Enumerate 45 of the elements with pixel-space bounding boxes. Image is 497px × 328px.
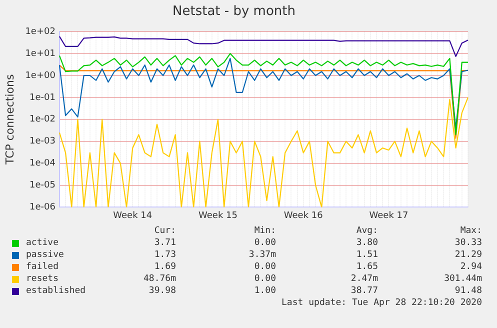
y-axis-title: TCP connections — [3, 74, 16, 166]
text: 1.73 — [154, 250, 176, 260]
y-tick-label: 1e-05 — [29, 180, 56, 191]
legend-label: passive — [26, 250, 64, 260]
text: 21.29 — [454, 250, 482, 260]
legend-label: established — [26, 286, 86, 296]
text: 3.80 — [356, 238, 378, 248]
text: 3.71 — [154, 238, 176, 248]
text: 30.33 — [454, 238, 482, 248]
y-tick-label: 1e-02 — [29, 114, 56, 125]
text: 48.76m — [143, 274, 176, 284]
text: 39.98 — [148, 286, 176, 296]
text: 1.00 — [254, 286, 276, 296]
text: 301.44m — [444, 274, 482, 284]
text: Avg: — [356, 226, 378, 236]
chart-title: Netstat - by month — [172, 4, 296, 20]
x-tick-label: Week 14 — [113, 210, 152, 221]
text: Max: — [460, 226, 482, 236]
y-tick-label: 1e-03 — [29, 136, 56, 147]
x-tick-label: Week 15 — [198, 210, 238, 221]
text: 0.00 — [254, 274, 276, 284]
legend-label: failed — [26, 262, 59, 272]
legend-label: active — [26, 238, 59, 248]
text: 38.77 — [350, 286, 378, 296]
text: 1.51 — [356, 250, 378, 260]
y-tick-label: 1e-04 — [29, 158, 56, 169]
text: Cur: — [154, 226, 176, 236]
text: 0.00 — [254, 262, 276, 272]
text: Last update: Tue Apr 28 22:10:20 2020 — [282, 298, 482, 308]
x-tick-label: Week 16 — [284, 210, 324, 221]
text: 1.69 — [154, 262, 176, 272]
text: 91.48 — [454, 286, 482, 296]
text: Min: — [254, 226, 276, 236]
text: 0.00 — [254, 238, 276, 248]
text: 3.37m — [248, 250, 276, 260]
y-tick-label: 1e-06 — [29, 202, 56, 213]
y-tick-label: 1e-01 — [29, 92, 56, 103]
y-tick-label: 1e+01 — [25, 48, 56, 59]
y-tick-label: 1e+02 — [25, 26, 56, 37]
text: 2.94 — [460, 262, 482, 272]
legend-label: resets — [26, 274, 59, 284]
text: 1.65 — [356, 262, 378, 272]
text: 2.47m — [350, 274, 378, 284]
x-tick-label: Week 17 — [369, 210, 408, 221]
y-tick-label: 1e+00 — [25, 70, 56, 81]
